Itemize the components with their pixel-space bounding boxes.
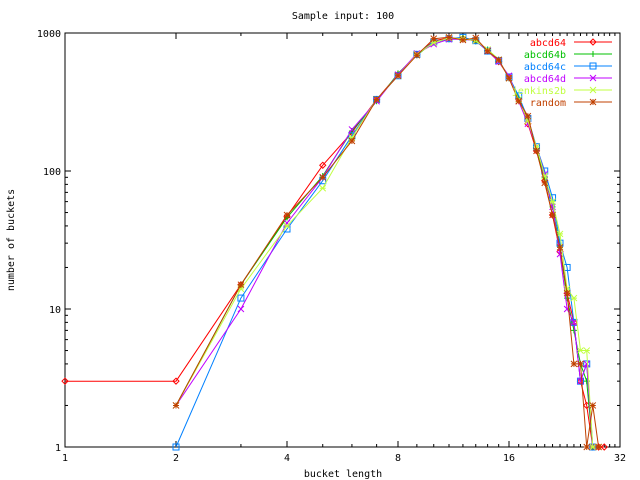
legend-marker: [589, 62, 597, 70]
data-point: [373, 96, 380, 103]
x-tick-label: 32: [614, 453, 626, 464]
legend-marker: [589, 98, 597, 106]
data-point: [61, 377, 69, 385]
data-point: [595, 443, 602, 451]
data-point: [515, 97, 523, 105]
data-point: [172, 377, 180, 385]
data-point: [348, 126, 356, 133]
data-point: [570, 319, 578, 326]
data-point: [237, 305, 245, 313]
legend-label: abcd64d: [524, 74, 566, 85]
data-point: [524, 112, 532, 120]
data-point: [541, 179, 549, 187]
data-point: [549, 211, 556, 219]
data-point: [583, 443, 591, 451]
x-tick-label: 4: [284, 453, 290, 464]
data-point: [570, 294, 578, 302]
plot-frame: [64, 32, 621, 448]
y-axis-label: number of buckets: [6, 189, 17, 291]
data-point: [283, 211, 291, 219]
data-point: [548, 211, 557, 219]
data-point: [556, 230, 564, 238]
x-tick-label: 8: [395, 453, 401, 464]
data-point: [577, 347, 584, 354]
legend-label: abcd64b: [524, 50, 566, 61]
data-point: [319, 161, 327, 169]
legend-label: abcd64: [530, 38, 566, 49]
data-point: [445, 33, 453, 41]
data-point: [600, 443, 608, 451]
series-abcd64: [61, 34, 608, 451]
y-tick-label: 1000: [37, 29, 61, 40]
legend-label: jenkins2b: [512, 86, 566, 97]
x-tick-label: 16: [503, 453, 515, 464]
data-point: [563, 289, 571, 297]
legend-marker: [589, 74, 597, 82]
x-tick-label: 2: [173, 453, 179, 464]
data-point: [495, 56, 503, 64]
data-point: [237, 294, 245, 302]
data-point: [505, 74, 513, 82]
data-point: [348, 137, 356, 145]
data-point: [577, 360, 584, 368]
data-point: [549, 198, 556, 205]
y-tick-label: 1: [55, 443, 61, 454]
legend-label: random: [530, 98, 566, 109]
data-point: [172, 402, 180, 409]
x-tick-label: 1: [62, 453, 68, 464]
data-point: [319, 173, 327, 181]
data-point: [283, 222, 291, 230]
data-point: [172, 443, 180, 451]
legend-label: abcd64c: [524, 62, 566, 73]
data-point: [533, 147, 540, 155]
data-point: [237, 281, 245, 289]
legend: abcd64abcd64babcd64cabcd64djenkins2brand…: [512, 38, 612, 109]
axis-ticks: 1 2 4 8 16 32 1 10 100 1000: [37, 29, 626, 464]
x-axis-label: bucket length: [304, 469, 382, 480]
data-point: [589, 402, 597, 409]
data-point: [577, 377, 584, 385]
data-point: [472, 34, 480, 42]
data-point: [430, 35, 438, 43]
legend-marker: [589, 86, 597, 94]
legend-marker: [590, 51, 596, 57]
data-point: [570, 360, 578, 368]
y-tick-label: 10: [49, 305, 61, 316]
data-point: [484, 47, 491, 55]
data-point: [413, 51, 421, 59]
data-point: [283, 219, 291, 227]
data-point: [459, 36, 467, 44]
data-point: [394, 72, 402, 80]
data-point: [494, 57, 503, 66]
series-line: [65, 37, 605, 448]
data-point: [583, 360, 591, 368]
data-point: [556, 243, 564, 251]
data-point: [319, 184, 327, 192]
data-point: [583, 347, 591, 354]
chart-title: Sample input: 100: [292, 11, 394, 22]
legend-marker: [589, 38, 597, 46]
series-random: [172, 33, 602, 451]
data-point: [570, 327, 577, 334]
y-tick-label: 100: [43, 167, 61, 178]
data-point: [589, 443, 597, 451]
series-layer: [61, 33, 608, 451]
